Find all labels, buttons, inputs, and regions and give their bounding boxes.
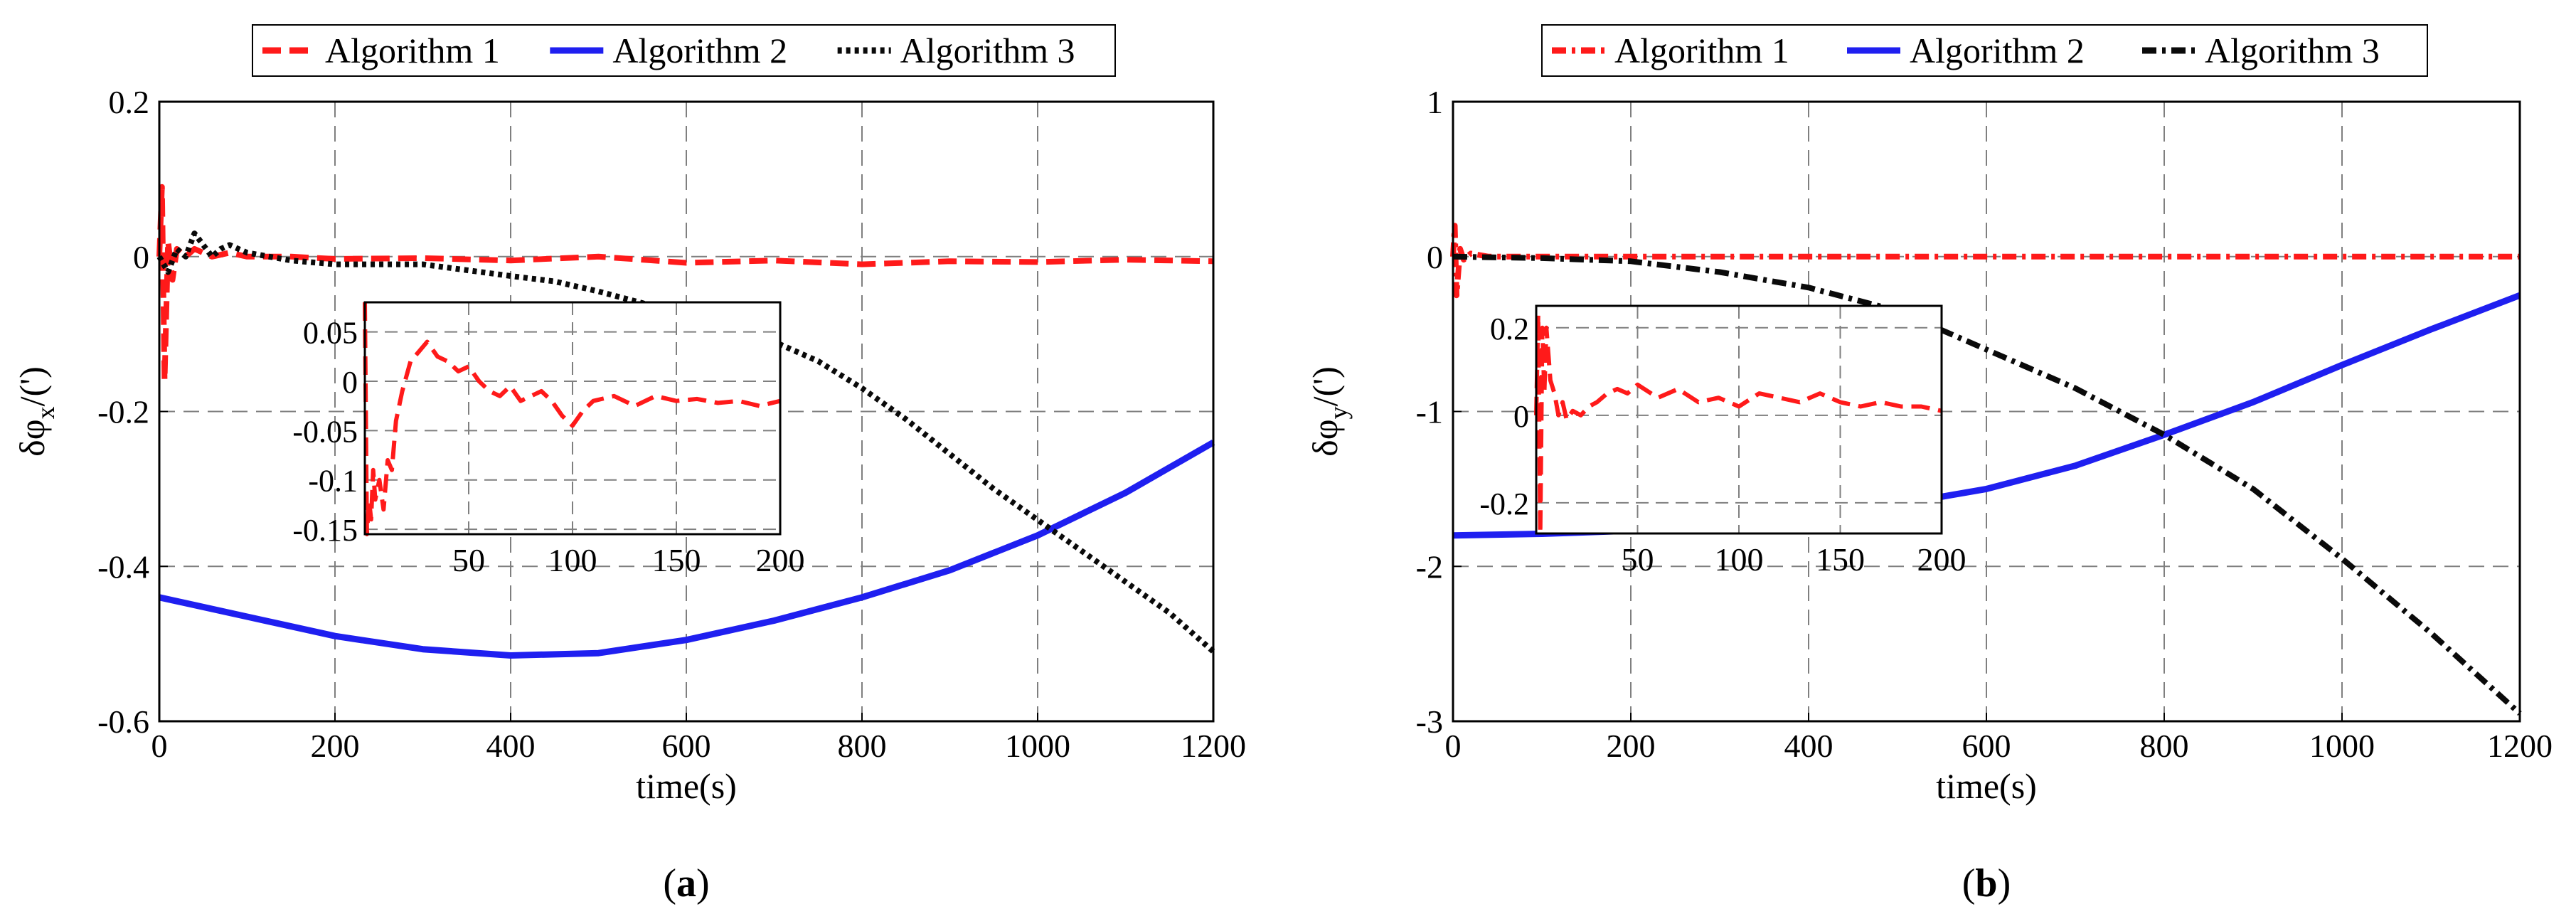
inset-frame bbox=[363, 301, 782, 536]
inset-y-tick-label: 0.2 bbox=[1490, 312, 1529, 346]
y-axis-label: δφy/(') bbox=[1305, 366, 1353, 457]
inset-x-tick-label: 50 bbox=[1622, 541, 1654, 578]
inset-y-tick-label: 0.05 bbox=[303, 316, 358, 351]
y-tick-label: 1 bbox=[1427, 84, 1443, 120]
y-axis-label: δφx/(') bbox=[12, 366, 60, 457]
legend-label-2: Algorithm 2 bbox=[1910, 31, 2085, 70]
x-tick-label: 200 bbox=[311, 728, 360, 764]
inset-y-tick-label: -0.15 bbox=[292, 513, 358, 548]
inset-x-tick-label: 150 bbox=[1816, 541, 1865, 578]
x-axis-label: time(s) bbox=[1936, 766, 2037, 806]
panel-b-chart: 0 200 400 600 800 1000 1200 1 0 -1 -2 -3 50 100 150 200… bbox=[1305, 24, 2553, 905]
y-tick-label: 0 bbox=[1427, 239, 1443, 275]
x-tick-label: 400 bbox=[486, 728, 536, 764]
legend-label-3: Algorithm 3 bbox=[2205, 31, 2380, 70]
inset-area bbox=[1536, 306, 1942, 533]
x-tick-label: 600 bbox=[1962, 728, 2011, 764]
x-tick-label: 800 bbox=[838, 728, 887, 764]
plot-frame bbox=[158, 100, 1215, 723]
inset-x-tick-label: 100 bbox=[1715, 541, 1764, 578]
legend-label-3: Algorithm 3 bbox=[900, 31, 1075, 70]
legend-label-2: Algorithm 2 bbox=[612, 31, 787, 70]
x-tick-label: 1000 bbox=[2309, 728, 2375, 764]
y-tick-label: -0.2 bbox=[97, 394, 149, 430]
inset-x-tick-label: 200 bbox=[1917, 541, 1966, 578]
inset-series-line bbox=[363, 302, 781, 536]
inset-y-tick-label: 0 bbox=[1513, 399, 1529, 434]
x-axis-label: time(s) bbox=[636, 766, 737, 806]
y-tick-label: -2 bbox=[1416, 548, 1443, 585]
series-line-algorithm-1 bbox=[156, 184, 1214, 383]
x-tick-label: 400 bbox=[1784, 728, 1833, 764]
inset-y-tick-label: -0.2 bbox=[1479, 487, 1529, 521]
plot-frame bbox=[1452, 100, 2521, 723]
inset-series-line bbox=[1534, 312, 1942, 536]
inset-x-tick-label: 50 bbox=[452, 542, 485, 578]
legend-box bbox=[252, 24, 1116, 77]
x-tick-label: 600 bbox=[662, 728, 711, 764]
x-tick-label: 200 bbox=[1607, 728, 1656, 764]
y-tick-label: -0.6 bbox=[97, 703, 149, 740]
inset-y-tick-label: 0 bbox=[342, 365, 358, 400]
legend-label-1: Algorithm 1 bbox=[1614, 31, 1789, 70]
legend-label-1: Algorithm 1 bbox=[325, 31, 500, 70]
y-tick-label: -1 bbox=[1416, 394, 1443, 430]
inset-x-tick-label: 100 bbox=[548, 542, 597, 578]
inset-x-tick-label: 200 bbox=[756, 542, 805, 578]
series-line-algorithm-3 bbox=[1452, 253, 2522, 716]
inset-frame bbox=[1535, 304, 1943, 535]
x-tick-label: 1000 bbox=[1005, 728, 1070, 764]
y-tick-label: -3 bbox=[1416, 703, 1443, 740]
inset-y-tick-label: -0.1 bbox=[308, 464, 358, 499]
inset-x-tick-label: 150 bbox=[652, 542, 701, 578]
inset-area bbox=[365, 302, 780, 534]
legend-box bbox=[1541, 24, 2428, 77]
series-line-algorithm-2 bbox=[159, 440, 1215, 659]
y-tick-label: -0.4 bbox=[97, 548, 149, 585]
panel-label: (a) bbox=[663, 861, 709, 905]
x-tick-label: 1200 bbox=[1181, 728, 1246, 764]
y-tick-label: 0.2 bbox=[109, 84, 150, 120]
x-tick-label: 1200 bbox=[2487, 728, 2553, 764]
panel-label: (b) bbox=[1962, 861, 2011, 905]
x-tick-label: 0 bbox=[1445, 728, 1462, 764]
x-tick-label: 800 bbox=[2140, 728, 2189, 764]
inset-y-tick-label: -0.05 bbox=[292, 414, 358, 449]
y-tick-label: 0 bbox=[133, 239, 149, 275]
x-tick-label: 0 bbox=[151, 728, 168, 764]
